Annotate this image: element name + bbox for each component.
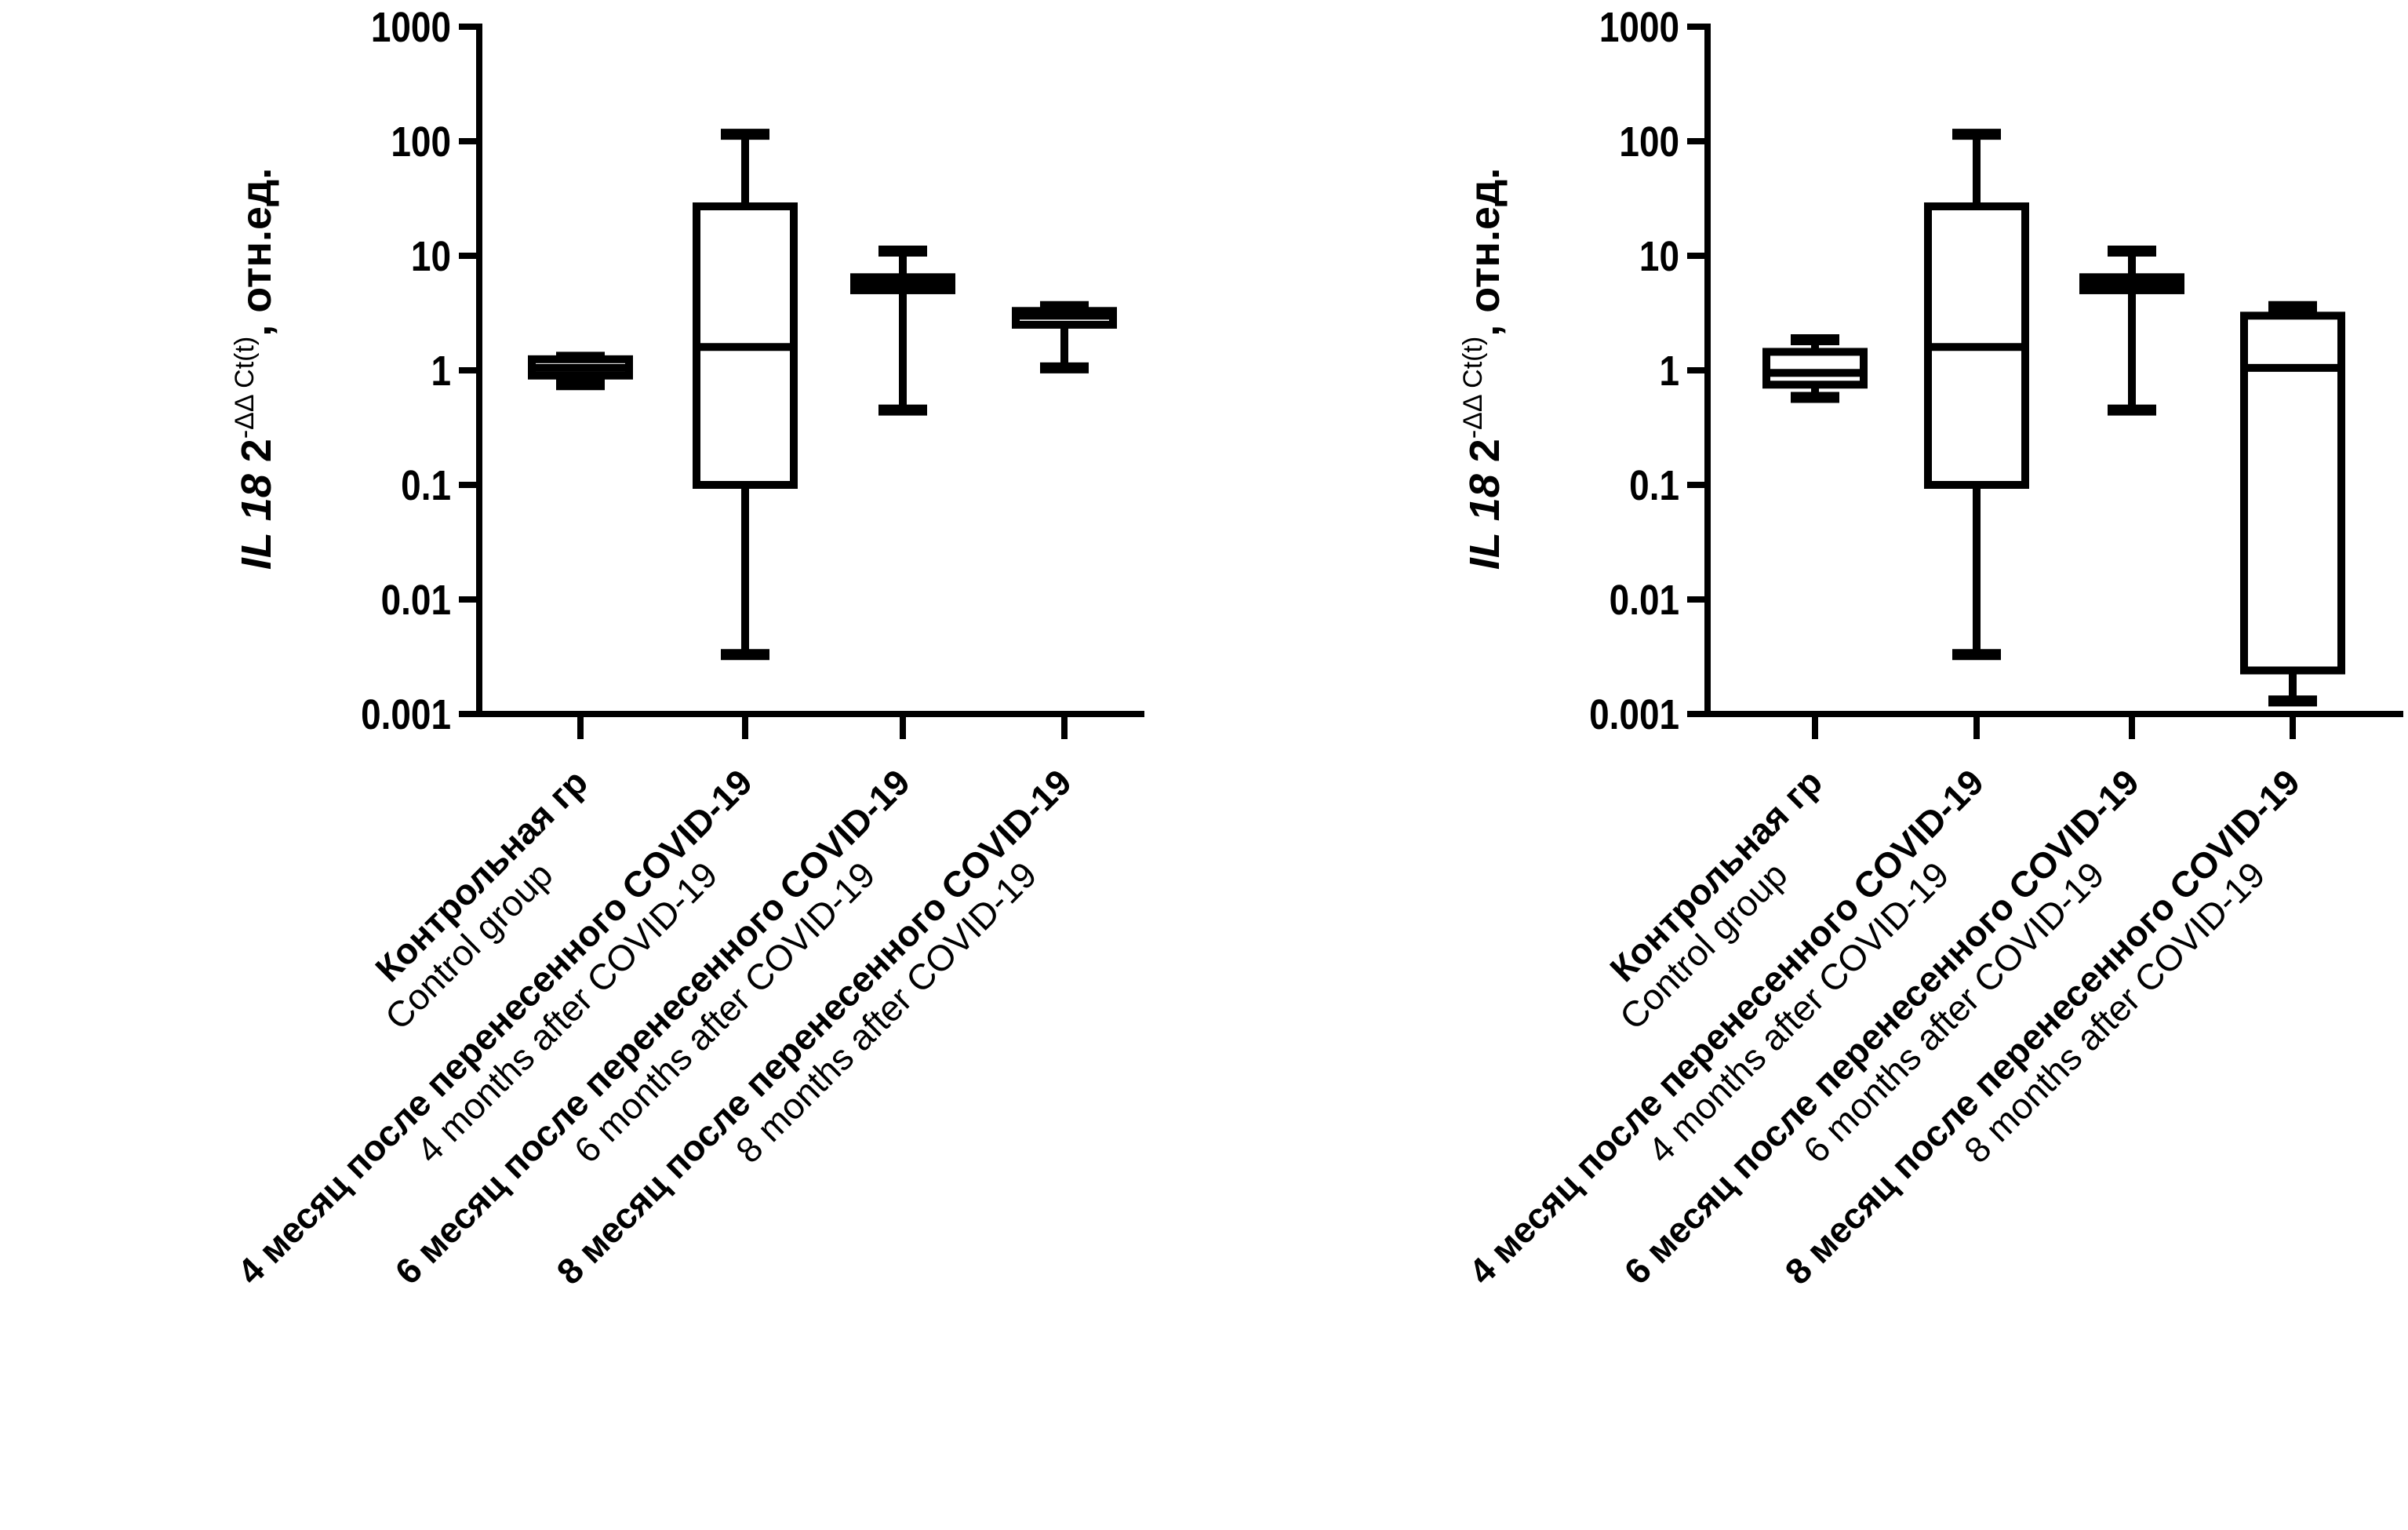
y-tick-label: 10 <box>1639 233 1679 280</box>
y-tick-label: 0.001 <box>361 691 451 738</box>
left-panel: 1000 100 10 1 0.1 0.01 0.001 IL 18 2-ΔΔ Ct(t), … <box>229 4 1144 1292</box>
y-axis-title-exponent: -ΔΔ Ct(t) <box>1458 337 1488 439</box>
y-tick-label: 0.01 <box>1610 577 1679 624</box>
y-tick-label: 100 <box>1619 118 1679 166</box>
y-tick-label: 100 <box>391 118 451 166</box>
y-axis-title-exponent: -ΔΔ Ct(t) <box>230 337 260 439</box>
y-axis-title: IL 18 2-ΔΔ Ct(t), отн.ед. <box>230 168 280 570</box>
iqr-box <box>1762 348 1868 389</box>
y-axis-title-base: 2 <box>1461 439 1508 474</box>
y-axis-title-gene: IL 18 <box>233 474 280 570</box>
box-plot-group <box>1924 129 2029 661</box>
y-axis-title-units: , отн.ед. <box>1461 168 1508 337</box>
y-tick-label: 0.001 <box>1589 691 1679 738</box>
y-axis-title-gene: IL 18 <box>1461 474 1508 570</box>
y-axis-title: IL 18 2-ΔΔ Ct(t), отн.ед. <box>1458 168 1508 570</box>
y-axis-title-base: 2 <box>233 439 280 474</box>
box-plot-group <box>850 245 955 416</box>
y-tick-label: 0.1 <box>401 462 451 509</box>
iqr-box <box>2240 311 2345 675</box>
y-tick-label: 1 <box>431 348 451 395</box>
y-tick-label: 1000 <box>1599 4 1679 51</box>
y-tick-label: 1000 <box>371 4 451 51</box>
y-tick-label: 0.01 <box>381 577 451 624</box>
box-plot-group <box>1012 301 1117 373</box>
y-tick-label: 1 <box>1659 348 1679 395</box>
y-axis-title-units: , отн.ед. <box>233 168 280 337</box>
y-tick-label: 0.1 <box>1629 462 1679 509</box>
y-tick-label: 10 <box>411 233 451 280</box>
box-plot-group <box>528 352 633 391</box>
box-plot-group <box>693 129 798 661</box>
box-plot-group <box>2079 245 2184 416</box>
right-panel: 1000 100 10 1 0.1 0.01 0.001 IL 18 2-ΔΔ Ct(t), … <box>1458 4 2403 1292</box>
box-plot-group <box>1762 333 1868 403</box>
box-plot-group <box>2240 301 2345 707</box>
